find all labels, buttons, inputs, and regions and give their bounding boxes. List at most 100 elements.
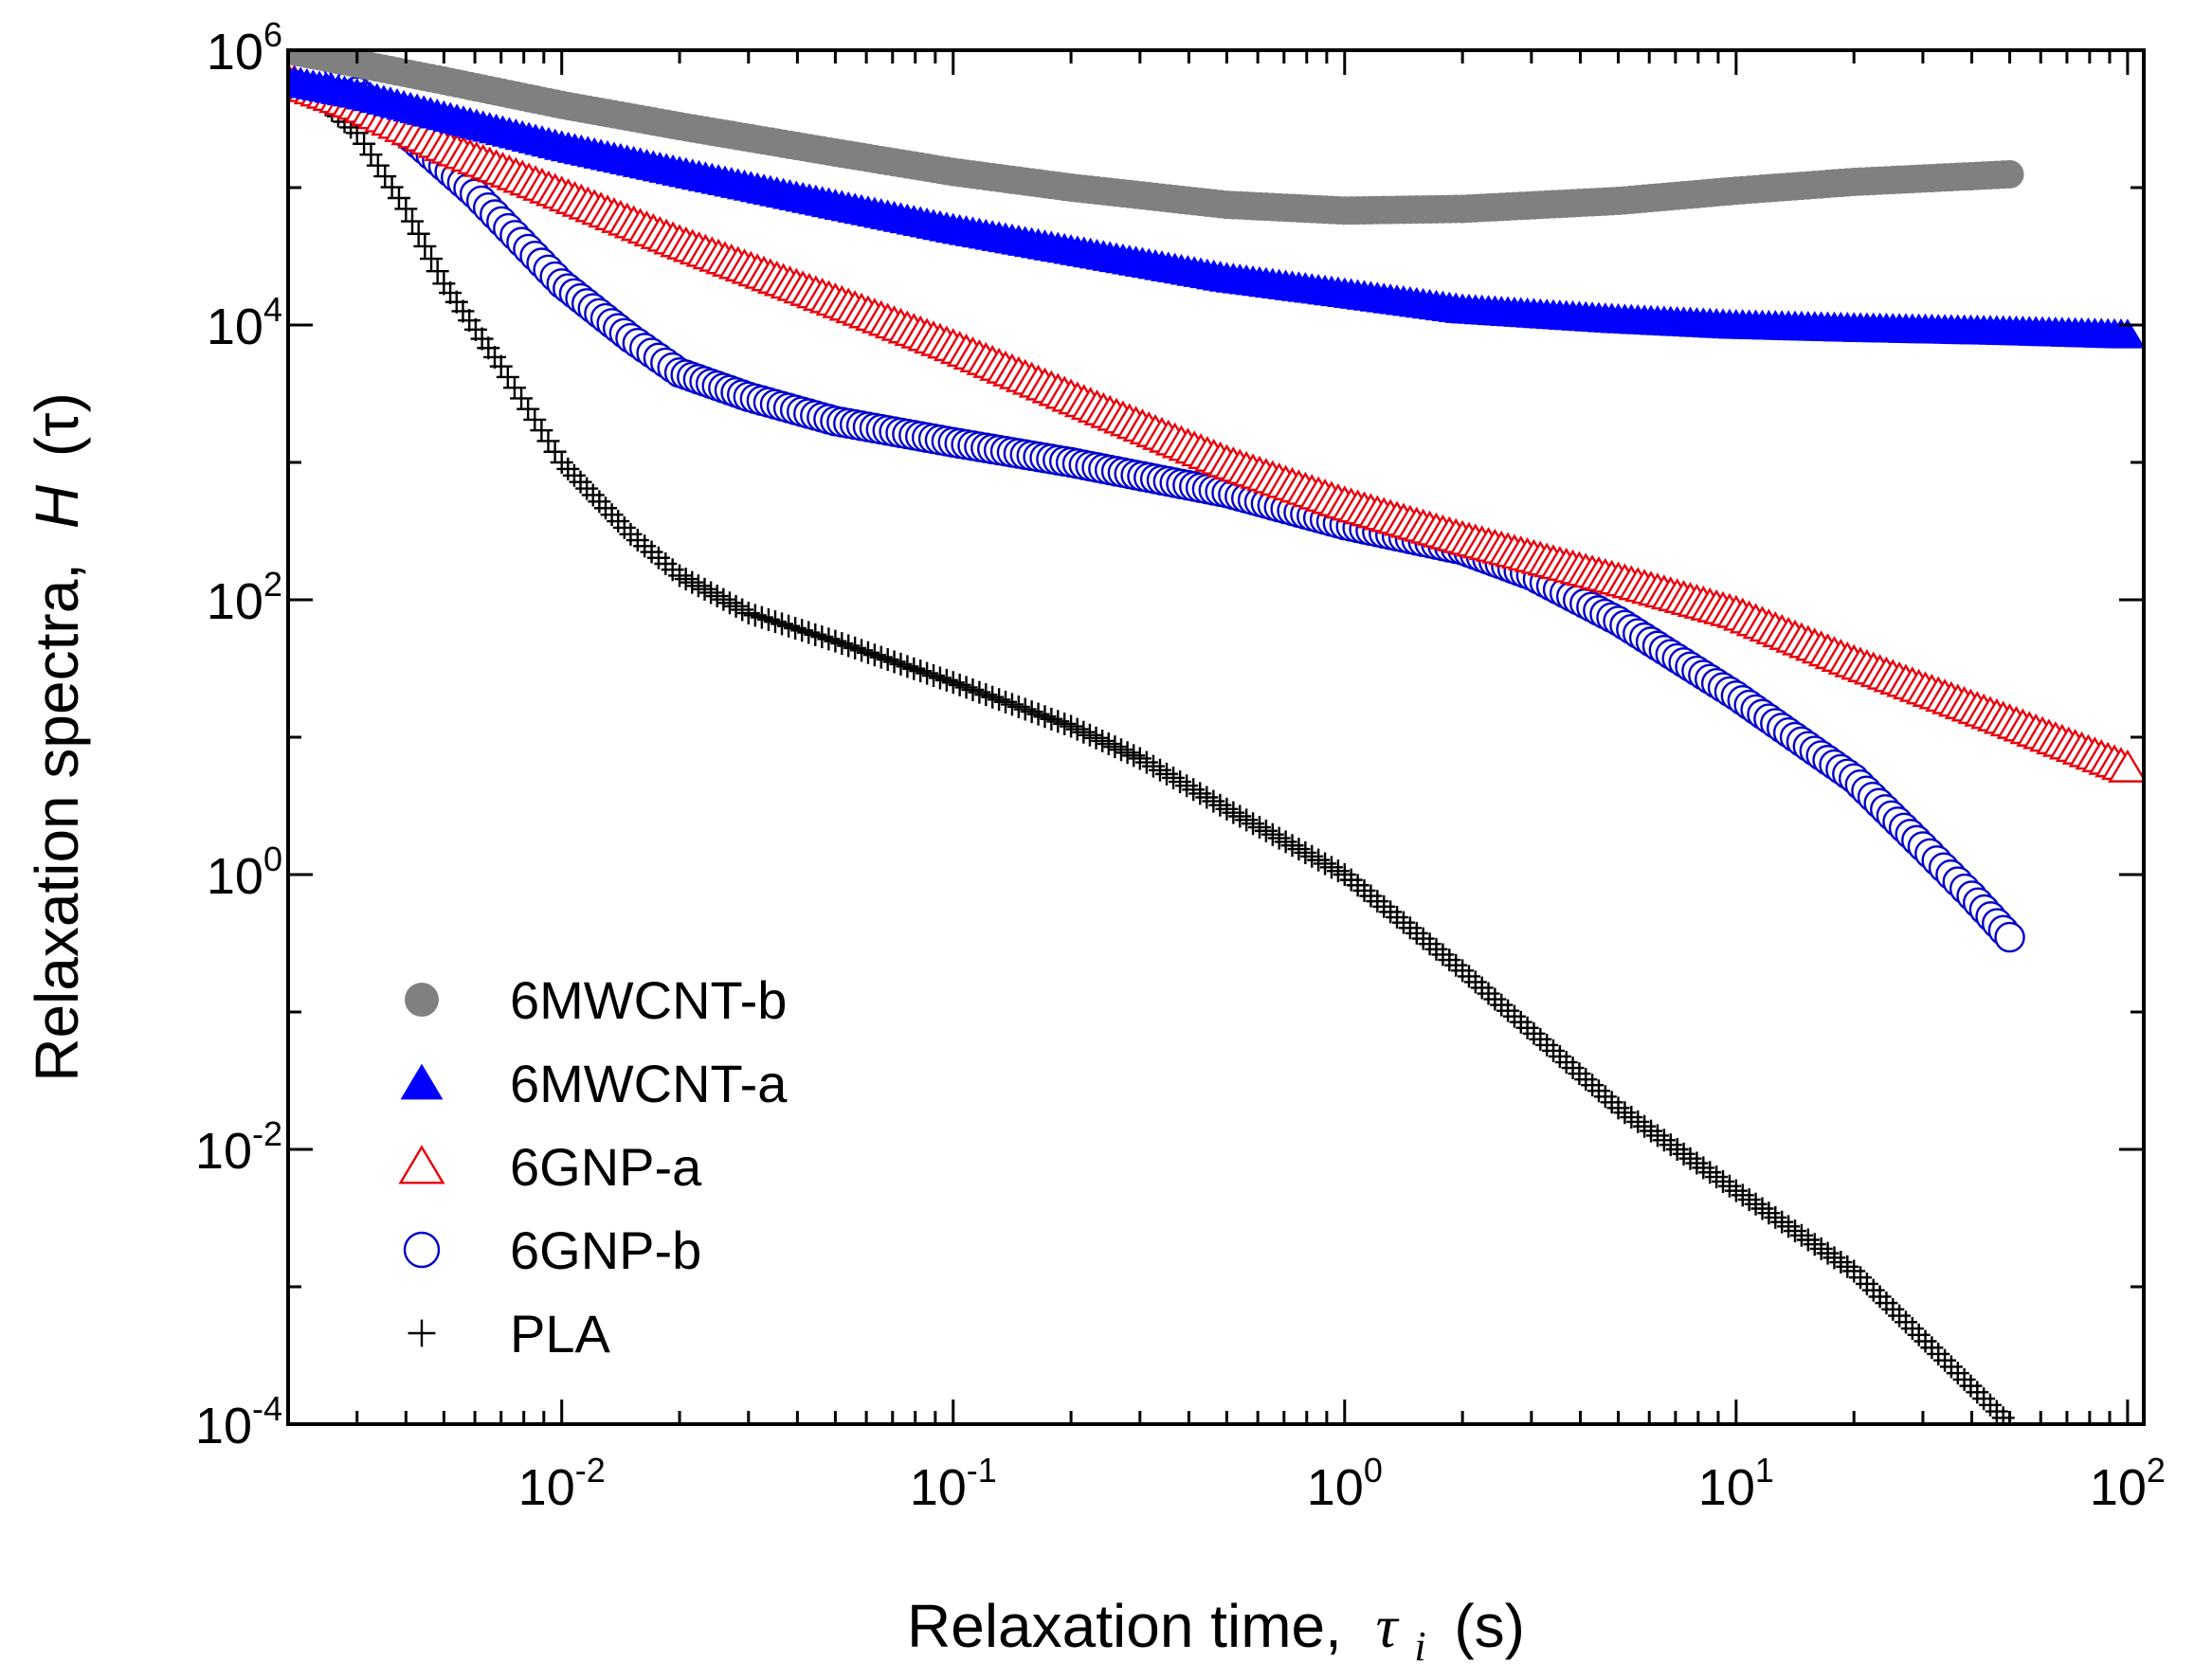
- data-point-pla: [600, 503, 624, 527]
- data-point-pla: [1463, 970, 1487, 994]
- data-point-pla: [668, 564, 692, 587]
- data-point-pla: [916, 661, 939, 685]
- data-point-pla: [705, 585, 729, 608]
- data-point-6gnp-b: [1994, 921, 2025, 953]
- y-tick-label: 10-2: [195, 1114, 282, 1180]
- data-point-pla: [1418, 932, 1442, 956]
- y-tick-label: 102: [207, 565, 282, 630]
- data-point-pla: [569, 470, 592, 494]
- data-point-pla: [790, 619, 814, 642]
- data-point-pla: [876, 648, 899, 672]
- data-point-pla: [1084, 726, 1108, 750]
- data-point-pla: [1581, 1074, 1605, 1097]
- data-point-pla: [477, 336, 500, 360]
- data-point-pla: [1705, 1165, 1729, 1189]
- data-point-pla: [928, 666, 952, 690]
- data-point-pla: [523, 407, 547, 431]
- data-point-pla: [1712, 1169, 1735, 1193]
- data-point-pla: [1561, 1057, 1585, 1080]
- data-point-pla: [717, 591, 741, 615]
- data-point-pla: [489, 354, 513, 378]
- data-point-pla: [556, 457, 580, 480]
- data-point-pla: [1542, 1039, 1566, 1062]
- legend-label-6gnp-b: 6GNP-b: [510, 1220, 701, 1280]
- data-point-pla: [407, 222, 430, 245]
- legend-marker-6gnp-a: [398, 1145, 445, 1184]
- data-point-pla: [736, 602, 760, 625]
- legend-item-6mwcnt-a: 6MWCNT-a: [400, 1054, 788, 1113]
- x-tick-label: 10-2: [518, 1451, 606, 1516]
- data-point-pla: [536, 429, 560, 453]
- x-axis-title: Relaxation time, τ i (s): [907, 1592, 1525, 1673]
- data-point-pla: [1652, 1129, 1676, 1152]
- data-point-pla: [1097, 732, 1120, 756]
- data-point-pla: [470, 327, 494, 351]
- data-point-pla: [961, 678, 985, 702]
- legend: 6MWCNT-b 6MWCNT-a 6GNP-a 6GNP-b PLA: [398, 970, 788, 1364]
- data-point-pla: [1574, 1068, 1598, 1092]
- data-point-pla: [1091, 729, 1115, 752]
- data-point-pla: [1698, 1161, 1722, 1184]
- legend-label-6mwcnt-a: 6MWCNT-a: [510, 1054, 788, 1113]
- data-point-pla: [1496, 999, 1520, 1022]
- data-point-pla: [1000, 693, 1024, 716]
- data-point-pla: [948, 673, 971, 696]
- data-point-pla: [902, 657, 926, 680]
- data-point-pla: [1548, 1044, 1571, 1068]
- data-point-pla: [1444, 953, 1468, 977]
- data-point-pla: [1078, 723, 1101, 747]
- data-point-pla: [517, 397, 540, 421]
- data-point-pla: [1593, 1085, 1617, 1109]
- data-point-pla: [502, 376, 526, 400]
- data-point-pla: [550, 451, 573, 474]
- data-point-pla: [699, 581, 723, 605]
- data-point-pla: [496, 365, 519, 388]
- data-point-pla: [856, 641, 879, 664]
- data-point-pla: [1529, 1027, 1552, 1051]
- ticks-layer: [286, 48, 2144, 1426]
- data-point-pla: [607, 510, 630, 533]
- data-point-pla: [784, 616, 807, 640]
- data-point-pla: [1013, 697, 1037, 721]
- data-point-pla: [588, 490, 611, 514]
- data-point-pla: [562, 463, 586, 487]
- data-point-pla: [889, 652, 913, 676]
- data-point-pla: [824, 629, 847, 653]
- data-point-pla: [1900, 1317, 1924, 1341]
- legend-label-6gnp-a: 6GNP-a: [510, 1137, 702, 1197]
- data-point-pla: [510, 387, 534, 410]
- data-point-pla: [1006, 695, 1030, 718]
- data-point-pla: [1849, 1266, 1873, 1290]
- data-point-pla: [771, 612, 794, 636]
- data-point-pla: [1665, 1138, 1689, 1161]
- data-point-pla: [1386, 906, 1409, 930]
- legend-label-pla: PLA: [510, 1304, 610, 1364]
- data-point-pla: [1979, 1393, 2003, 1417]
- data-point-pla: [1907, 1323, 1931, 1346]
- data-point-pla: [1685, 1151, 1709, 1175]
- data-point-pla: [1060, 714, 1083, 738]
- data-point-pla: [1026, 702, 1050, 726]
- data-point-pla: [413, 234, 437, 258]
- data-point-pla: [444, 290, 468, 314]
- data-point-pla: [394, 197, 418, 221]
- data-point-pla: [1391, 911, 1415, 934]
- data-point-pla: [724, 594, 748, 618]
- data-point-pla: [1888, 1304, 1912, 1328]
- data-point-pla: [810, 625, 834, 649]
- data-point-pla: [1451, 959, 1475, 983]
- data-point-pla: [1046, 710, 1070, 733]
- data-point-pla: [862, 643, 886, 667]
- data-point-pla: [1020, 700, 1043, 724]
- data-point-6gnp-a: [2108, 749, 2144, 783]
- series-6gnp-a: [288, 62, 2144, 783]
- data-point-pla: [612, 515, 636, 539]
- data-point-pla: [1366, 890, 1389, 913]
- data-point-pla: [1122, 744, 1146, 768]
- data-point-pla: [817, 627, 841, 651]
- data-point-pla: [1913, 1329, 1937, 1353]
- data-point-pla: [882, 650, 906, 674]
- data-point-pla: [712, 587, 735, 611]
- legend-item-6mwcnt-b: 6MWCNT-b: [405, 970, 787, 1030]
- data-point-pla: [1881, 1297, 1905, 1321]
